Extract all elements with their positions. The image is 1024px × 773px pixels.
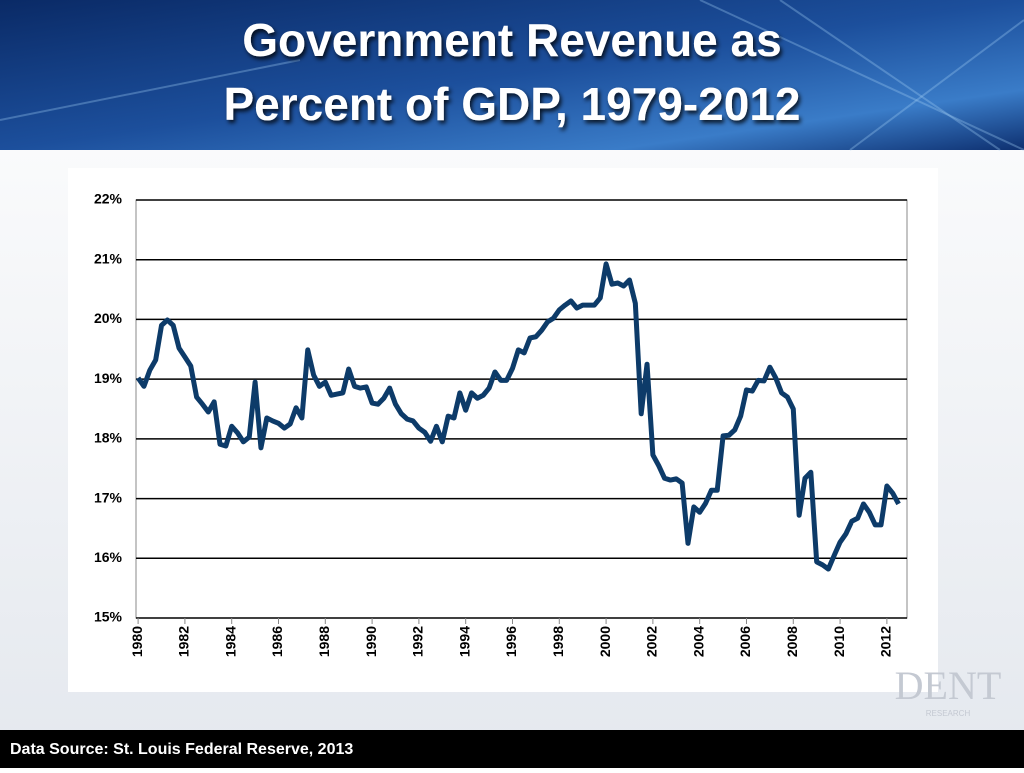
x-tick-label: 1982 bbox=[176, 626, 192, 657]
data-line bbox=[136, 261, 901, 572]
x-tick-label: 1992 bbox=[410, 626, 426, 657]
title-line: Government Revenue as bbox=[242, 14, 781, 66]
y-tick-label: 17% bbox=[94, 489, 123, 505]
x-tick-label: 1984 bbox=[222, 626, 238, 657]
y-tick-label: 19% bbox=[94, 370, 123, 386]
x-tick-label: 2006 bbox=[737, 626, 753, 657]
x-tick-label: 1994 bbox=[456, 626, 472, 657]
title-line: Percent of GDP, 1979-2012 bbox=[223, 78, 800, 130]
y-tick-label: 16% bbox=[94, 549, 123, 565]
x-tick-label: 2000 bbox=[597, 626, 613, 657]
x-tick-label: 2008 bbox=[784, 626, 800, 657]
x-tick-label: 2012 bbox=[878, 626, 894, 657]
header bbox=[0, 0, 1024, 150]
y-tick-label: 15% bbox=[94, 609, 123, 625]
plot-area bbox=[135, 199, 908, 619]
x-tick-label: 1988 bbox=[316, 626, 332, 657]
y-tick-label: 18% bbox=[94, 430, 123, 446]
source: Data Source: St. Louis Federal Reserve, … bbox=[10, 741, 353, 758]
x-tick-label: 1990 bbox=[363, 626, 379, 657]
y-tick-label: 22% bbox=[94, 191, 123, 207]
x-tick-label: 1996 bbox=[503, 626, 519, 657]
y-tick-label: 20% bbox=[94, 310, 123, 326]
x-tick-label: 1980 bbox=[129, 626, 145, 657]
x-tick-label: 2010 bbox=[831, 626, 847, 657]
footer bbox=[0, 730, 1024, 768]
header-streaks bbox=[0, 0, 1024, 151]
x-tick-label: 1986 bbox=[269, 626, 285, 657]
x-tick-label: 1998 bbox=[550, 626, 566, 657]
y-tick-label: 21% bbox=[94, 250, 123, 266]
logo: DENT bbox=[895, 663, 1002, 708]
x-tick-label: 2004 bbox=[690, 626, 706, 657]
logo-tagline: RESEARCH bbox=[926, 709, 971, 718]
x-tick-label: 2002 bbox=[644, 626, 660, 657]
chart: 15% 16% 17% 18% 19% 20% 21% 22% 1980 1982 1984 1986… bbox=[94, 191, 908, 657]
